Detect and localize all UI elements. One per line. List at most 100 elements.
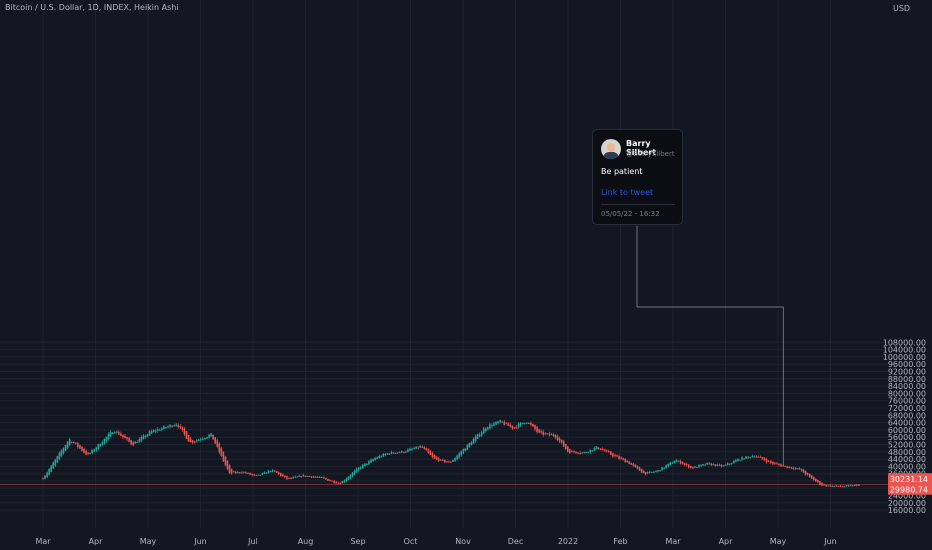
- candle-body: [747, 456, 749, 458]
- candle-body: [839, 486, 842, 488]
- candle-body: [396, 452, 399, 454]
- candle-body: [52, 462, 55, 469]
- candle-body: [107, 433, 110, 439]
- candle-body: [177, 425, 180, 427]
- candle-body: [665, 465, 667, 469]
- candle-body: [191, 440, 194, 443]
- candle-body: [737, 458, 739, 462]
- x-tick-label: Oct: [404, 537, 418, 546]
- candle-body: [474, 436, 477, 442]
- candle-body: [501, 421, 503, 423]
- candle-body: [355, 468, 358, 473]
- candle-body: [851, 485, 854, 487]
- y-tick-label: 16000.00: [888, 506, 926, 515]
- candle-body: [487, 427, 489, 430]
- candle-body: [743, 458, 745, 460]
- candle-body: [804, 471, 807, 475]
- candle-body: [786, 466, 788, 468]
- candle-body: [236, 472, 239, 474]
- candle-body: [157, 429, 159, 431]
- candle-body: [476, 433, 479, 439]
- candle-body: [567, 446, 569, 452]
- candle-body: [95, 447, 98, 451]
- candle-body: [269, 471, 272, 473]
- candle-body: [298, 475, 301, 477]
- candle-body: [234, 471, 237, 474]
- candle-body: [91, 449, 93, 454]
- candle-body: [241, 472, 243, 474]
- candle-body: [618, 456, 620, 459]
- candle-body: [382, 453, 385, 457]
- candle-body: [446, 461, 448, 463]
- candle-body: [378, 455, 380, 459]
- candle-body: [556, 436, 559, 441]
- candle-body: [300, 476, 303, 478]
- candle-body: [778, 463, 780, 466]
- candle-body: [419, 445, 421, 448]
- candle-body: [292, 477, 294, 479]
- candle-body: [275, 471, 278, 473]
- tweet-author-name: Barry Silbert: [626, 139, 657, 157]
- candle-body: [845, 485, 848, 487]
- tweet-card[interactable]: Barry Silbert @BarrySilbert Be patient L…: [592, 129, 683, 225]
- candle-body: [93, 449, 96, 452]
- candle-body: [185, 431, 188, 439]
- candle-body: [755, 456, 758, 458]
- candle-body: [464, 448, 467, 452]
- candle-body: [774, 462, 776, 464]
- candle-body: [353, 470, 356, 475]
- candle-body: [694, 466, 696, 468]
- candle-body: [87, 452, 89, 455]
- tweet-connector: [636, 226, 784, 467]
- y-tick-label: 80000.00: [888, 389, 926, 398]
- candle-body: [97, 444, 100, 450]
- candle-body: [439, 459, 442, 461]
- candle-body: [704, 464, 706, 466]
- candle-body: [505, 423, 508, 425]
- candle-body: [554, 435, 557, 438]
- candle-body: [253, 474, 255, 476]
- candle-body: [534, 425, 536, 430]
- candle-body: [290, 478, 292, 480]
- candle-body: [497, 421, 499, 424]
- candle-body: [390, 451, 393, 454]
- candle-body: [386, 453, 389, 455]
- candle-body: [562, 441, 565, 447]
- price-tag-label: 29980.74: [890, 486, 928, 495]
- candle-body: [772, 461, 774, 464]
- candle-body: [245, 472, 247, 474]
- tweet-link[interactable]: Link to tweet: [601, 188, 654, 197]
- candle-body: [593, 447, 596, 451]
- candle-body: [144, 436, 147, 438]
- candle-body: [232, 471, 235, 473]
- candle-body: [132, 442, 134, 446]
- candle-body: [226, 460, 229, 470]
- candle-body: [116, 431, 118, 433]
- candle-body: [780, 464, 782, 467]
- candle-body: [372, 459, 374, 462]
- candle-body: [81, 446, 83, 451]
- candle-body: [288, 477, 290, 479]
- candle-body: [339, 483, 342, 485]
- candle-body: [564, 443, 567, 450]
- candles: [42, 419, 860, 488]
- candle-body: [148, 431, 151, 436]
- candle-body: [614, 454, 616, 457]
- y-tick-label: 96000.00: [888, 360, 926, 369]
- candle-body: [111, 432, 114, 435]
- candle-body: [380, 456, 383, 458]
- x-tick-label: Apr: [719, 537, 734, 546]
- candle-body: [218, 443, 221, 453]
- candle-body: [364, 463, 366, 467]
- candle-body: [384, 453, 387, 456]
- candle-body: [470, 442, 473, 446]
- candle-body: [257, 474, 260, 476]
- candle-body: [692, 467, 694, 469]
- y-tick-label: 92000.00: [888, 368, 926, 377]
- candle-body: [458, 453, 460, 458]
- candle-body: [569, 449, 571, 454]
- price-tags: 30231.14 29980.74: [0, 473, 932, 495]
- candle-body: [702, 464, 704, 466]
- candle-body: [608, 450, 610, 453]
